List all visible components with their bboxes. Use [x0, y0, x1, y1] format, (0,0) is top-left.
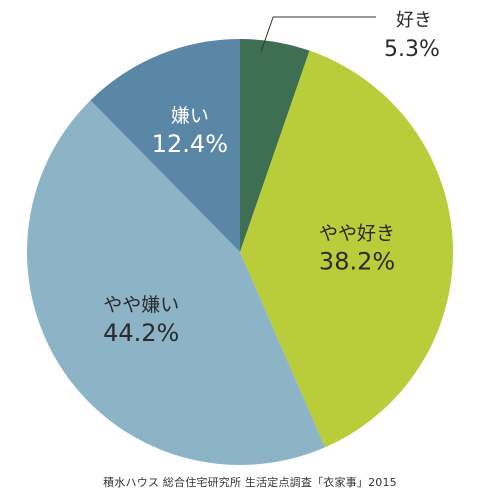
- slice-label-4: 嫌い: [171, 105, 209, 127]
- slice-value-1: 5.3%: [384, 37, 440, 62]
- pie-slice-2: [240, 50, 454, 448]
- slice-label-3: やや嫌い: [103, 294, 179, 316]
- slice-value-2: 38.2%: [319, 247, 395, 275]
- pie-slice-4: [90, 39, 240, 252]
- slice-value-3: 44.2%: [103, 319, 179, 347]
- pie-labels: 好き 5.3% やや好き 38.2% やや嫌い 44.2% 嫌い 12.4%: [103, 10, 440, 347]
- pie-slice-3: [26, 100, 326, 466]
- slice-label-2: やや好き: [319, 222, 395, 244]
- pie-slice-1: [240, 39, 310, 252]
- pie-slices: [26, 39, 454, 466]
- slice-label-1: 好き: [396, 10, 432, 31]
- slice-value-4: 12.4%: [152, 130, 228, 158]
- callout-line: [260, 16, 376, 52]
- source-note: 積水ハウス 総合住宅研究所 生活定点調査「衣家事」2015: [103, 476, 397, 489]
